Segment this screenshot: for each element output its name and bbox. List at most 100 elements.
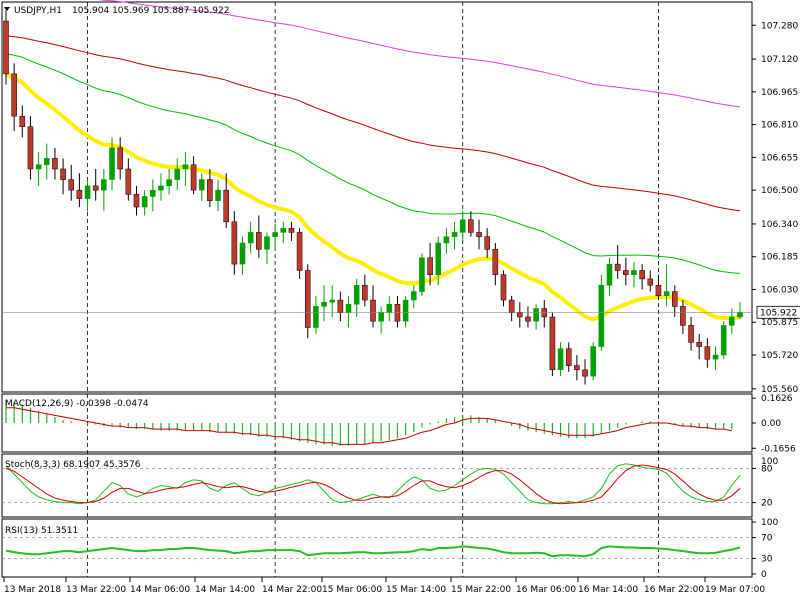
price-tick-label: 105.875 — [761, 318, 798, 328]
candle-body — [288, 227, 295, 233]
candle-body — [353, 285, 360, 305]
rsi-pane[interactable]: RSI(13) 51.3511 — [2, 526, 752, 559]
time-tick-label: 13 Mar 2018 — [4, 585, 61, 595]
price-pane[interactable] — [2, 0, 752, 385]
candle-body — [549, 316, 556, 371]
candle-body — [68, 179, 75, 191]
stoch-tick-label: 20 — [761, 499, 773, 509]
candle-body — [647, 278, 654, 286]
candle-body — [92, 185, 99, 191]
stoch-pane[interactable]: Stoch(8,3,3) 68.1907 45.3576 — [2, 460, 752, 505]
candle-body — [484, 236, 490, 250]
candle-body — [541, 308, 548, 318]
candle-body — [150, 189, 156, 197]
candle-body — [574, 365, 580, 371]
candle-body — [313, 306, 319, 328]
rsi-label: RSI(13) 51.3511 — [5, 526, 78, 536]
candle-body — [598, 285, 605, 347]
stoch-main-line — [5, 463, 741, 505]
candle-body — [533, 308, 539, 322]
rsi-path — [5, 545, 741, 558]
price-tick-label: 106.340 — [761, 220, 798, 230]
macd-pane[interactable]: MACD(12,26,9) -0.0398 -0.0474 — [5, 399, 733, 446]
price-tick-label: 105.720 — [761, 351, 798, 361]
candle-body — [247, 232, 254, 244]
candle-body — [207, 179, 213, 201]
candle-body — [35, 164, 42, 170]
candle-body — [688, 325, 694, 343]
macd-axis: 0.1626 0.00 -0.1656 — [752, 394, 796, 454]
stoch-signal-path — [5, 464, 741, 505]
time-tick-label: 16 Mar 06:00 — [516, 585, 576, 595]
ma200-path — [98, 0, 741, 108]
candle-body — [517, 312, 523, 318]
time-tick-label: 16 Mar 22:00 — [644, 585, 704, 595]
candle-body — [19, 115, 26, 127]
candle-body — [101, 179, 107, 191]
stoch-main-path — [5, 463, 741, 505]
stoch-tick-label: 80 — [761, 464, 773, 474]
candle-body — [256, 232, 262, 250]
candle-body — [435, 242, 442, 275]
candle-body — [174, 168, 181, 180]
candle-body — [27, 126, 34, 170]
candle-body — [671, 291, 678, 307]
candle-body — [370, 299, 376, 322]
candle-body — [614, 263, 621, 271]
candle-body — [337, 299, 344, 313]
pane-frames — [1, 1, 753, 578]
macd-histogram — [5, 400, 733, 446]
candle-body — [264, 236, 270, 250]
candles — [3, 10, 743, 385]
candle-body — [52, 158, 58, 170]
collapse-triangle-icon[interactable] — [4, 7, 10, 11]
stoch-max-label: 100 — [761, 457, 778, 467]
candle-body — [729, 316, 735, 326]
price-tick-label: 107.280 — [761, 21, 798, 31]
candle-body — [720, 325, 727, 356]
time-tick-label: 15 Mar 22:00 — [451, 585, 511, 595]
candle-body — [508, 299, 515, 313]
macd-tick-label: 0.1626 — [761, 394, 793, 404]
candle-body — [190, 164, 197, 191]
candle-body — [427, 257, 433, 275]
candle-body — [76, 189, 83, 199]
candle-body — [402, 299, 409, 322]
candle-body — [141, 196, 148, 208]
time-tick-label: 13 Mar 22:00 — [66, 585, 126, 595]
candle-body — [663, 291, 670, 297]
candle-body — [419, 257, 425, 292]
candle-body — [639, 270, 645, 280]
candle-body — [712, 354, 719, 360]
ma200-line — [98, 0, 741, 108]
candle-body — [410, 291, 417, 301]
time-tick-label: 14 Mar 14:00 — [195, 585, 255, 595]
candle-body — [680, 306, 686, 326]
pane-border — [1, 518, 753, 578]
candle-body — [606, 263, 613, 286]
rsi-tick-label: 30 — [761, 554, 773, 564]
candle-body — [11, 73, 17, 117]
price-tick-label: 105.560 — [761, 385, 798, 395]
rsi-tick-label: 0 — [761, 570, 767, 580]
candle-body — [468, 219, 474, 233]
candle-body — [133, 194, 140, 208]
price-tick-label: 106.655 — [761, 153, 798, 163]
candle-body — [117, 147, 123, 170]
rsi-line — [5, 545, 741, 558]
price-tick-label: 106.185 — [761, 253, 798, 263]
candle-body — [231, 221, 238, 265]
ma100-line — [5, 35, 741, 212]
candle-body — [345, 304, 352, 313]
chart-header: USDJPY,H1 105.904 105.969 105.887 105.92… — [4, 6, 229, 16]
macd-label: MACD(12,26,9) -0.0398 -0.0474 — [5, 399, 149, 409]
ma20-line — [5, 72, 741, 322]
macd-tick-label: -0.1656 — [761, 444, 796, 454]
candle-body — [476, 232, 482, 237]
candle-body — [223, 189, 229, 223]
pane-border — [1, 1, 753, 393]
candle-body — [362, 285, 368, 301]
time-tick-label: 19 Mar 07:00 — [705, 585, 765, 595]
candle-body — [378, 312, 384, 322]
